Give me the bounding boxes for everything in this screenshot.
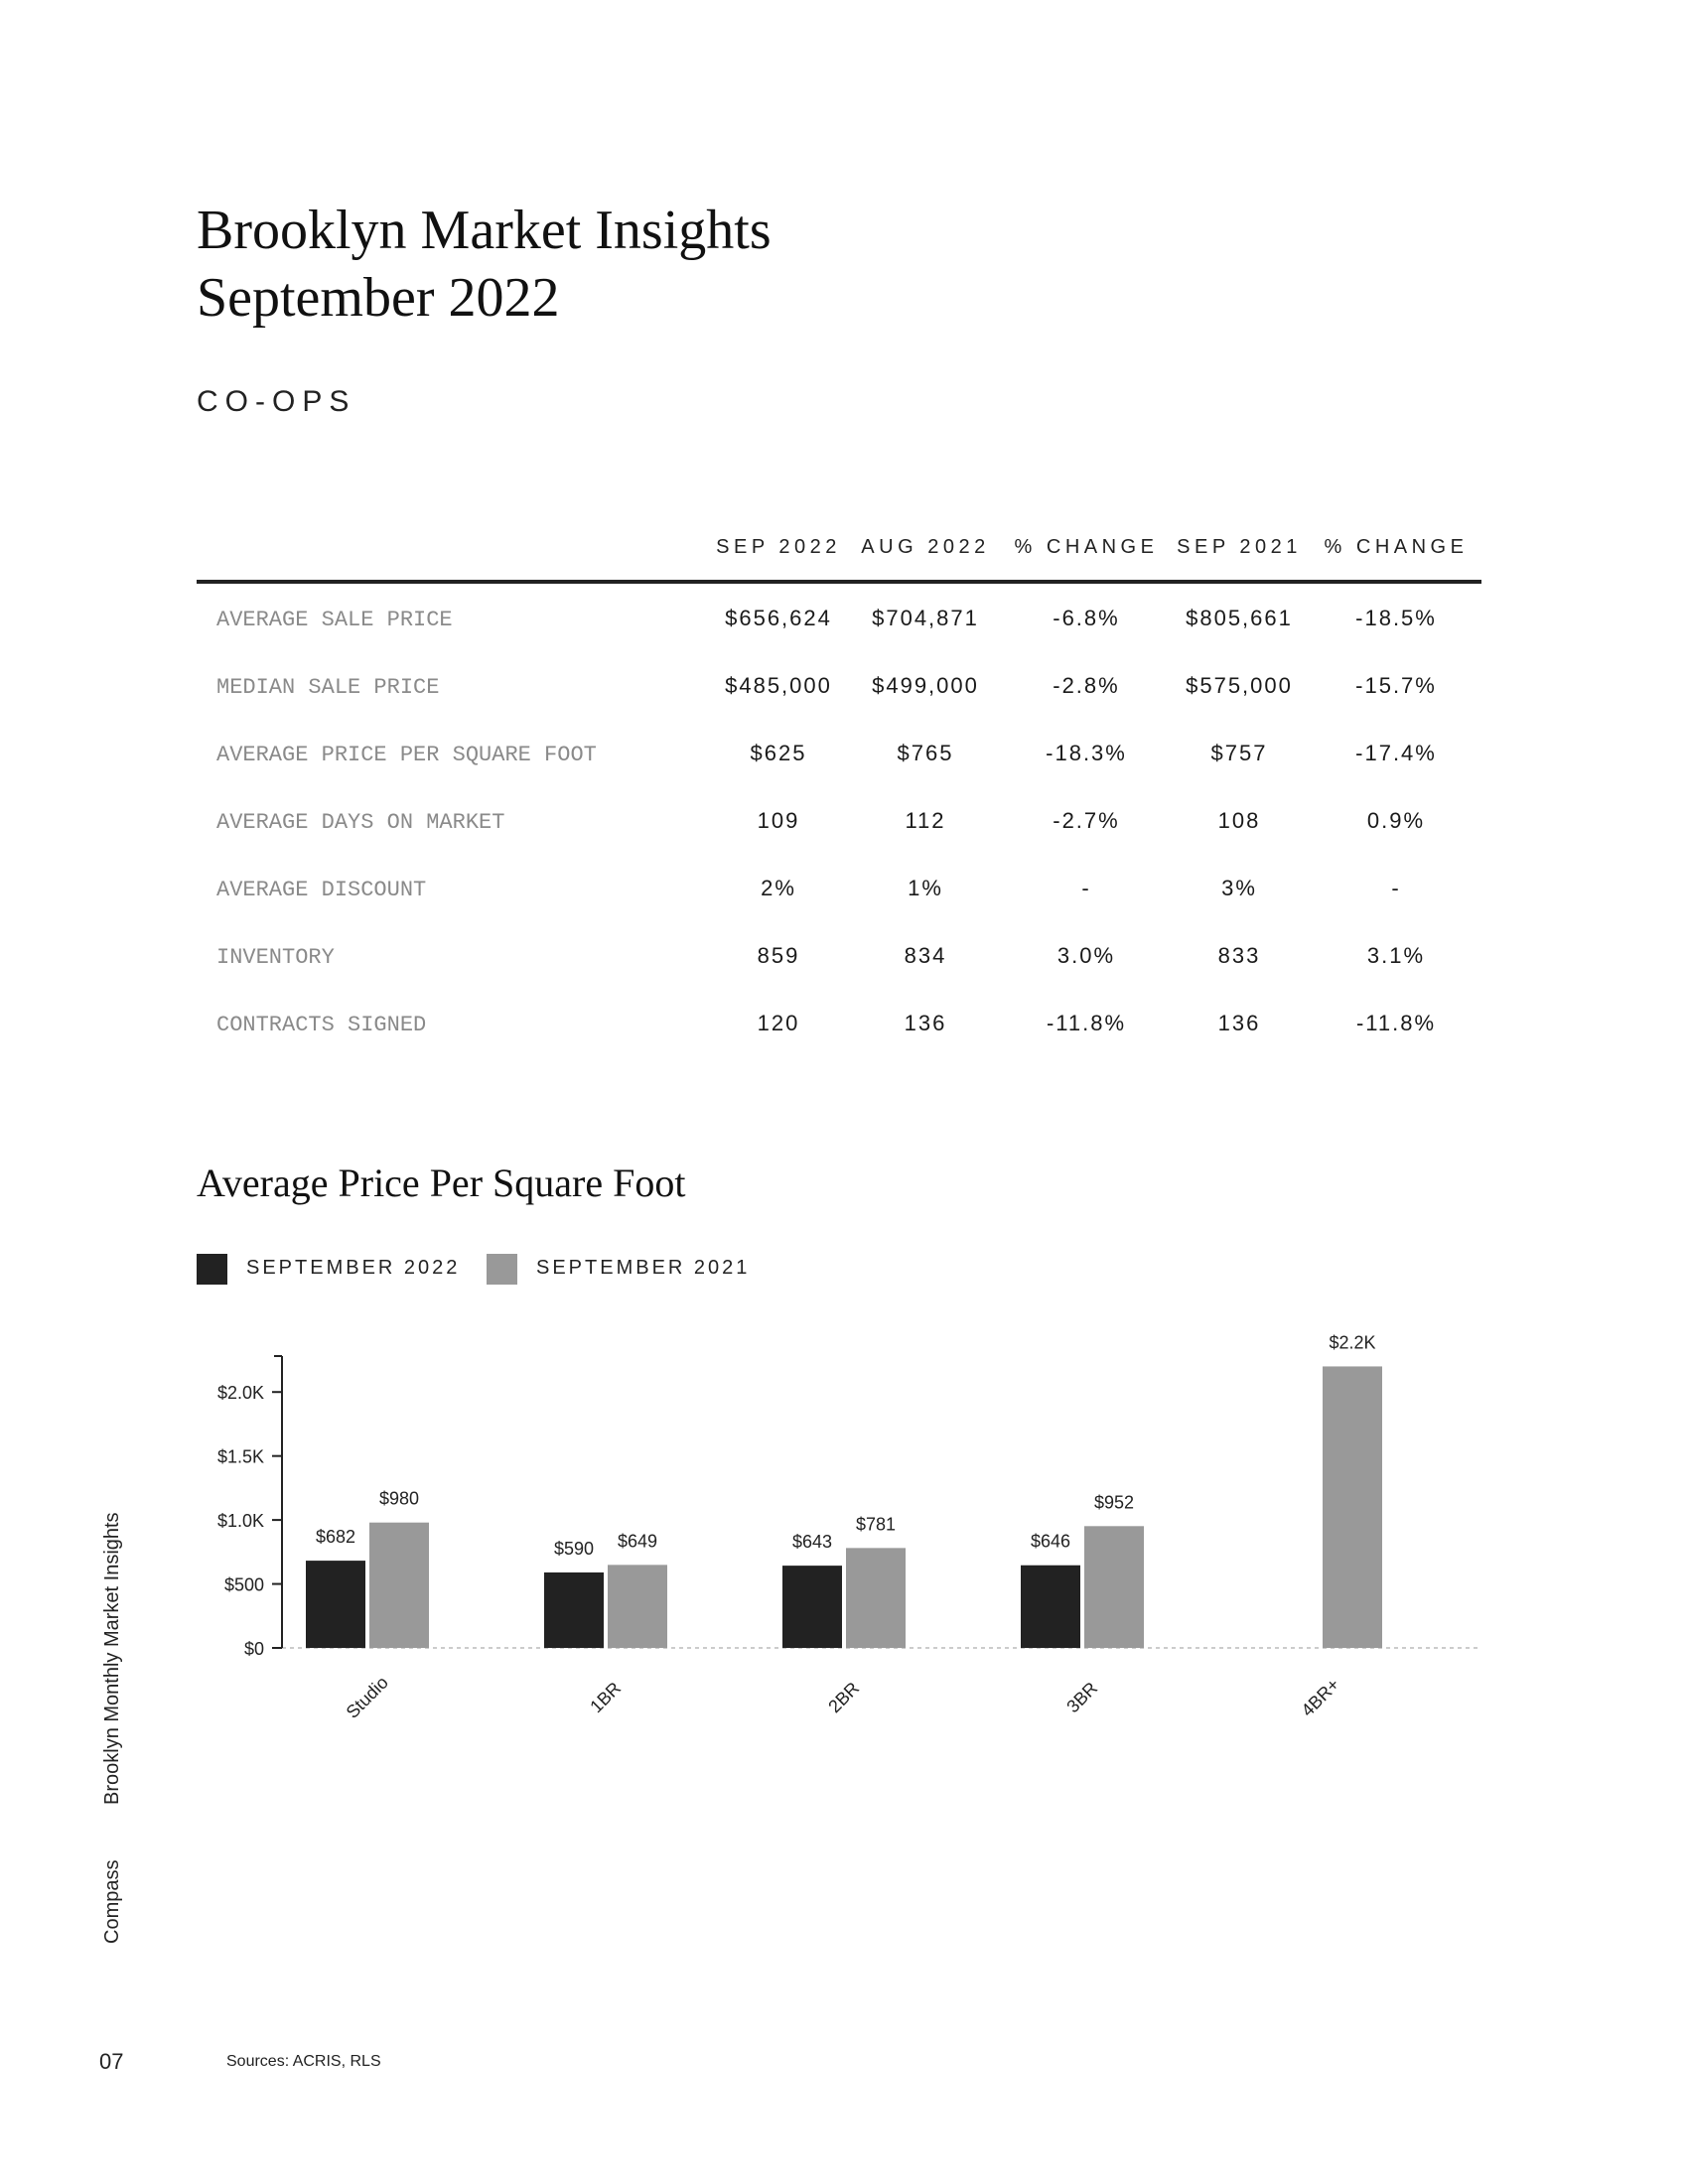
table-cell: 859 (757, 943, 800, 968)
table-cell: -18.3% (1046, 741, 1127, 765)
row-label: INVENTORY (216, 945, 335, 970)
legend-swatch-2021 (487, 1254, 517, 1285)
table-cell: $656,624 (725, 606, 832, 630)
y-tick-label: $2.0K (217, 1383, 264, 1403)
table-cell: $499,000 (872, 673, 979, 698)
table-cell: 1% (908, 876, 943, 900)
table-cell: 3.1% (1366, 943, 1426, 968)
column-header-aug-2022: AUG 2022 (861, 536, 990, 558)
table-cell: 0.9% (1366, 808, 1426, 833)
column-header-change-year: % CHANGE (1324, 536, 1469, 558)
table-cell: 108 (1217, 808, 1261, 833)
table-cell: 2% (761, 876, 796, 900)
page-number: 07 (99, 2049, 124, 2074)
table-cell: -11.8% (1046, 1011, 1127, 1035)
title-line-1: Brooklyn Market Insights (197, 200, 772, 261)
bar (1323, 1366, 1382, 1648)
column-header-sep-2021: SEP 2021 (1177, 536, 1302, 558)
table-cell: 120 (757, 1011, 800, 1035)
x-tick-label: Studio (343, 1673, 392, 1722)
y-tick-label: $500 (224, 1575, 264, 1595)
table-header-rule (197, 580, 1481, 584)
data-label: $952 (1094, 1492, 1134, 1512)
legend-label-2022: SEPTEMBER 2022 (246, 1257, 461, 1279)
data-label: $2.2K (1329, 1332, 1375, 1352)
y-tick-label: $0 (244, 1639, 264, 1659)
table-cell: -18.5% (1355, 606, 1437, 630)
bar (544, 1571, 604, 1648)
table-cell: $757 (1210, 741, 1268, 765)
x-tick-label: 1BR (586, 1678, 625, 1716)
table-cell: $625 (750, 741, 807, 765)
bar (846, 1548, 906, 1648)
table-cell: -11.8% (1355, 1011, 1437, 1035)
table-cell: -6.8% (1053, 606, 1120, 630)
table-cell: 3.0% (1056, 943, 1116, 968)
table-cell: -2.7% (1053, 808, 1120, 833)
bar-chart: $0 $500 $1.0K $1.5K $2.0K $682 $980 Studio $590 $… (217, 1332, 1479, 1722)
data-label: $643 (792, 1532, 832, 1552)
bar (1084, 1526, 1144, 1648)
row-label: AVERAGE SALE PRICE (216, 608, 453, 632)
sources-note: Sources: ACRIS, RLS (226, 2053, 381, 2070)
table-cell: -2.8% (1053, 673, 1120, 698)
table-cell: - (1391, 876, 1401, 900)
y-tick-label: $1.0K (217, 1511, 264, 1531)
chart-title: Average Price Per Square Foot (197, 1160, 686, 1205)
table-cell: $575,000 (1186, 673, 1293, 698)
table-cell: 834 (904, 943, 947, 968)
data-label: $682 (316, 1527, 355, 1547)
table-cell: 136 (1217, 1011, 1261, 1035)
x-tick-label: 4BR+ (1298, 1675, 1343, 1720)
table-cell: 109 (757, 808, 800, 833)
table-cell: 833 (1217, 943, 1261, 968)
data-label: $590 (554, 1539, 594, 1559)
bar (782, 1566, 842, 1648)
y-tick-label: $1.5K (217, 1447, 264, 1467)
table-cell: $805,661 (1186, 606, 1293, 630)
row-label: MEDIAN SALE PRICE (216, 675, 440, 700)
table-cell: -15.7% (1355, 673, 1437, 698)
row-label: AVERAGE DAYS ON MARKET (216, 810, 505, 835)
section-heading: CO-OPS (197, 385, 356, 418)
x-tick-label: 3BR (1062, 1678, 1101, 1716)
side-title: Brooklyn Monthly Market Insights (101, 1512, 123, 1805)
table-cell: 3% (1221, 876, 1257, 900)
row-label: AVERAGE DISCOUNT (216, 878, 427, 902)
page-title: Brooklyn Market Insights September 2022 (197, 197, 772, 332)
table-cell: -17.4% (1355, 741, 1437, 765)
table-cell: 136 (904, 1011, 947, 1035)
data-label: $781 (856, 1514, 896, 1534)
legend-swatch-2022 (197, 1254, 227, 1285)
title-line-2: September 2022 (197, 267, 560, 329)
bar (1021, 1565, 1080, 1648)
bar (369, 1522, 429, 1648)
table-cell: $485,000 (725, 673, 832, 698)
data-label: $649 (618, 1531, 657, 1551)
legend-label-2021: SEPTEMBER 2021 (536, 1257, 751, 1279)
table-cell: - (1081, 876, 1091, 900)
bar (306, 1561, 365, 1648)
side-brand: Compass (101, 1859, 123, 1944)
data-label: $980 (379, 1489, 419, 1509)
x-tick-label: 2BR (824, 1678, 863, 1716)
bar (608, 1565, 667, 1648)
table-cell: $765 (897, 741, 954, 765)
row-label: CONTRACTS SIGNED (216, 1013, 427, 1037)
row-label: AVERAGE PRICE PER SQUARE FOOT (216, 743, 597, 767)
table-cell: $704,871 (872, 606, 979, 630)
table-cell: 112 (905, 808, 946, 833)
data-label: $646 (1031, 1532, 1070, 1552)
column-header-change-month: % CHANGE (1014, 536, 1159, 558)
column-header-sep-2022: SEP 2022 (716, 536, 841, 558)
